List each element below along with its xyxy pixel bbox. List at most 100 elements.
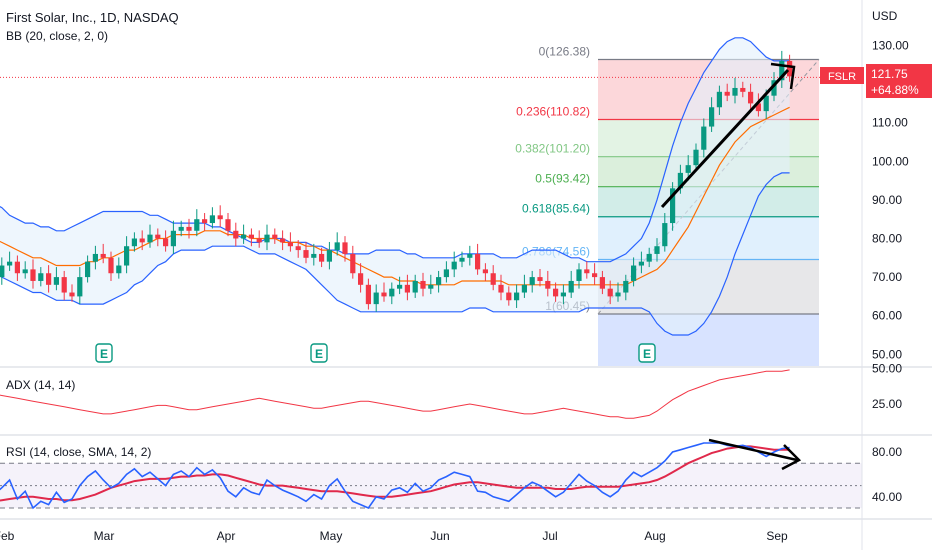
candle-body: [459, 257, 465, 262]
candle-body: [287, 242, 293, 247]
candle-body: [202, 219, 208, 224]
earnings-marker-box: [310, 343, 328, 363]
candle-body: [420, 280, 426, 289]
price-tick-label: 110.00: [872, 116, 908, 130]
candle-body: [217, 215, 223, 220]
candle-body: [490, 273, 496, 285]
candle-body: [358, 273, 364, 285]
candle-body: [155, 234, 161, 239]
candle-body: [30, 269, 36, 281]
earnings-marker-label: E: [100, 347, 108, 361]
candle-body: [131, 238, 137, 247]
time-tick-label: Jul: [542, 529, 557, 543]
candle-body: [14, 261, 20, 274]
bb-upper-line: [0, 37, 790, 263]
time-tick-label: Feb: [0, 529, 15, 543]
candle-body: [311, 253, 317, 258]
candle-body: [498, 284, 504, 293]
rsi-arrowhead: [781, 444, 802, 471]
candle-body: [677, 172, 683, 189]
candle-body: [787, 60, 793, 77]
rsi-pane: [0, 438, 862, 510]
candle-body: [506, 292, 512, 301]
price-tick-label: 90.00: [872, 193, 902, 207]
last-price: 121.75: [871, 67, 908, 81]
candle-body: [53, 277, 59, 285]
price-tick-label: 70.00: [872, 270, 902, 284]
fib-level-label: 0.618(85.64): [522, 202, 590, 216]
candle-body: [662, 223, 668, 247]
candle-body: [646, 253, 652, 262]
candle-body: [225, 219, 231, 231]
chart-title: First Solar, Inc., 1D, NASDAQ: [6, 10, 179, 25]
candle-body: [295, 246, 301, 251]
price-tick-label: 130.00: [872, 39, 909, 53]
candle-body: [373, 292, 379, 305]
candle-body: [514, 292, 520, 301]
candle-body: [272, 234, 278, 239]
price-badge: FSLR 121.75 +64.88%: [820, 64, 932, 98]
time-tick-label: May: [320, 529, 343, 543]
candle-body: [654, 246, 660, 254]
candle-body: [631, 265, 637, 281]
candle-body: [560, 292, 566, 297]
candle-body: [607, 288, 613, 297]
adx-tick-label: 25.00: [872, 397, 902, 411]
candle-body: [576, 269, 582, 281]
candle-body: [256, 238, 262, 243]
candle-body: [568, 280, 574, 293]
candle-body: [436, 277, 442, 285]
candle-body: [740, 87, 746, 92]
candle-body: [350, 253, 356, 274]
earnings-marker: E: [95, 343, 113, 363]
candle-body: [303, 250, 309, 258]
candle-body: [763, 95, 769, 112]
bb-fill: [0, 37, 790, 335]
rsi-line: [0, 442, 790, 510]
adx-tick-label: 50.00: [872, 362, 902, 376]
candle-body: [685, 165, 691, 173]
candle-body: [412, 280, 418, 293]
time-tick-label: Mar: [94, 529, 115, 543]
candle-body: [170, 230, 176, 247]
candle-body: [592, 273, 598, 278]
candle-body: [233, 230, 239, 239]
candle-body: [670, 188, 676, 224]
rsi-divergence-arrow: [708, 438, 798, 462]
candle-body: [61, 277, 67, 293]
candle-body: [77, 277, 83, 297]
symbol-badge-bg: [820, 67, 864, 84]
candle-body: [194, 219, 200, 231]
candle-body: [529, 277, 535, 285]
rsi-tick-label: 80.00: [872, 445, 902, 459]
price-badge-bg: [866, 64, 932, 98]
bb-legend-label: BB (20, close, 2, 0): [6, 29, 108, 43]
price-tick-label: 60.00: [872, 309, 902, 323]
candle-body: [693, 149, 699, 166]
fib-level-label: 0(126.38): [539, 44, 590, 58]
rsi-tick-label: 40.00: [872, 490, 902, 504]
candle-body: [280, 238, 286, 243]
candle-body: [85, 261, 91, 278]
candle-body: [748, 91, 754, 104]
candle-body: [334, 242, 340, 251]
candle-body: [163, 238, 169, 247]
candle-body: [482, 269, 488, 274]
candle-body: [521, 284, 527, 293]
candles: [0, 50, 793, 312]
candle-body: [100, 253, 106, 258]
candle-body: [779, 60, 785, 81]
candle-body: [116, 265, 122, 274]
symbol-badge: FSLR: [828, 71, 856, 83]
earnings-marker-label: E: [315, 347, 323, 361]
candle-body: [623, 280, 629, 293]
price-tick-label: 80.00: [872, 232, 902, 246]
candle-body: [716, 91, 722, 108]
candle-body: [404, 284, 410, 293]
fib-zone-below: [598, 313, 819, 366]
trend-arrowhead: [770, 62, 796, 90]
candle-body: [326, 250, 332, 262]
candle-body: [139, 238, 145, 243]
